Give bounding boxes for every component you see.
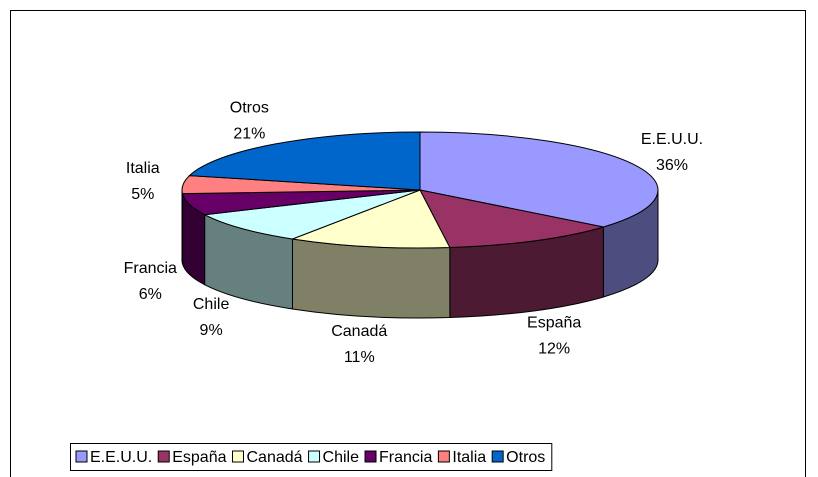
- legend-swatch: [308, 450, 321, 463]
- slice: [290, 189, 451, 249]
- slice-value-label: 12%: [538, 340, 570, 357]
- legend-label: Italia: [452, 449, 486, 466]
- slice-value-label: 21%: [233, 125, 265, 142]
- legend-label: Chile: [323, 449, 360, 466]
- slice-side: [291, 238, 451, 319]
- slice-label: Francia: [124, 260, 177, 277]
- legend-swatch: [75, 450, 88, 463]
- slice-label: Chile: [193, 296, 230, 313]
- legend-label: E.E.U.U.: [90, 449, 152, 466]
- slice-label: Italia: [126, 160, 160, 177]
- legend-swatch: [157, 450, 170, 463]
- slice-label: Canadá: [331, 323, 387, 340]
- legend-swatch: [491, 450, 504, 463]
- legend-swatch: [364, 450, 377, 463]
- legend-swatch: [437, 450, 450, 463]
- slice-label: Otros: [230, 99, 269, 116]
- slice-value-label: 6%: [139, 286, 162, 303]
- slice: [202, 189, 421, 240]
- slice-value-label: 9%: [200, 322, 223, 339]
- legend-swatch: [232, 450, 244, 463]
- legend-label: Francia: [379, 449, 432, 466]
- legend-label: España: [172, 449, 226, 466]
- legend-label: Canadá: [247, 449, 303, 466]
- slice-value-label: 5%: [131, 186, 154, 203]
- slice-label: España: [527, 314, 581, 331]
- legend-label: Otros: [506, 449, 545, 466]
- slice: [188, 131, 421, 191]
- chart-border: [10, 10, 806, 477]
- slice-value-label: 36%: [656, 157, 688, 174]
- slice-value-label: 11%: [344, 349, 375, 366]
- slice: [419, 131, 659, 228]
- slice: [419, 189, 604, 249]
- legend: [70, 443, 553, 471]
- slice-label: E.E.U.U.: [641, 131, 703, 148]
